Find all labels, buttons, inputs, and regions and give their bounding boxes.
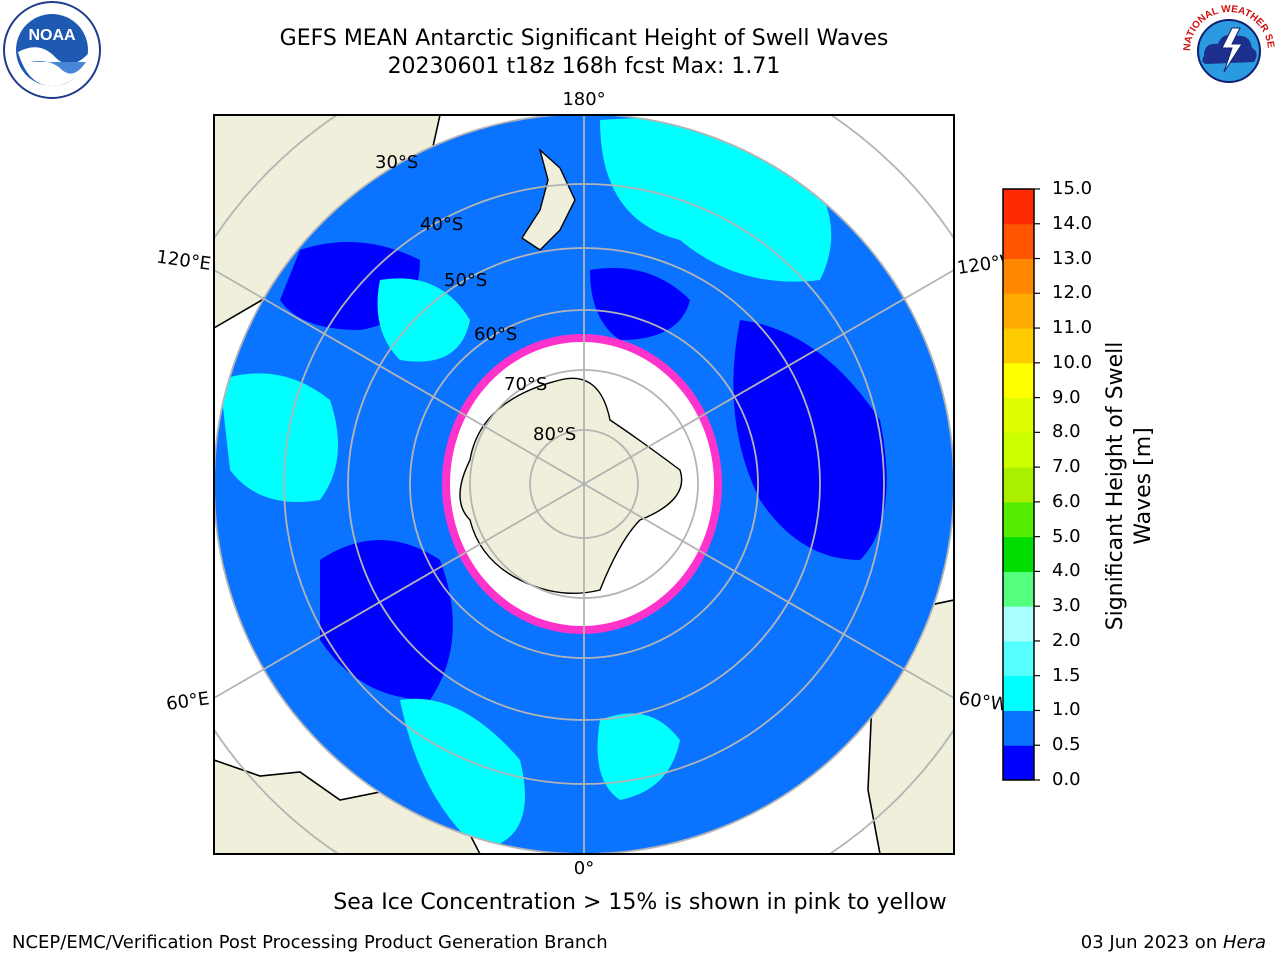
lat-label: 80°S (533, 424, 576, 445)
colorbar-segment (1003, 536, 1034, 572)
colorbar-tick-label: 2.0 (1052, 629, 1081, 651)
wave-patch-high (400, 698, 525, 850)
colorbar-segment (1003, 258, 1034, 294)
colorbar-tick-label: 0.5 (1052, 734, 1081, 756)
colorbar-segment (1003, 328, 1034, 364)
colorbar-segment (1003, 467, 1034, 503)
colorbar-segment (1003, 710, 1034, 746)
lon-label: 120°E (155, 247, 212, 275)
wave-patch-high (597, 713, 680, 800)
colorbar-segment (1003, 501, 1034, 538)
chart-subtitle: 20230601 t18z 168h fcst Max: 1.71 (387, 54, 781, 79)
colorbar-tick-label: 15.0 (1052, 178, 1093, 199)
chart-title: GEFS MEAN Antarctic Significant Height o… (279, 26, 889, 51)
colorbar-segment (1003, 293, 1034, 329)
colorbar-segment (1003, 432, 1034, 468)
wave-patch-high (377, 278, 470, 362)
colorbar-segment (1003, 606, 1034, 642)
footer-date-text: 03 Jun 2023 on (1080, 932, 1223, 953)
wave-patch-low (733, 320, 887, 560)
colorbar-tick-label: 9.0 (1052, 386, 1081, 408)
wave-patch-high (220, 373, 338, 502)
lat-label: 40°S (420, 214, 463, 235)
sea-ice-note: Sea Ice Concentration > 15% is shown in … (333, 890, 947, 915)
colorbar-segment (1003, 362, 1034, 399)
wave-patch-low (590, 268, 690, 340)
noaa-logo: NOAA (3, 1, 101, 99)
colorbar-tick-label: 12.0 (1052, 282, 1093, 304)
colorbar-segment (1003, 223, 1034, 260)
colorbar-frame (1002, 188, 1035, 781)
lon-label: 60°E (165, 688, 211, 715)
lat-label: 30°S (375, 152, 418, 173)
colorbar-tick-label: 14.0 (1052, 212, 1093, 234)
lat-label: 70°S (504, 374, 547, 395)
colorbar-tick-label: 8.0 (1052, 421, 1081, 443)
colorbar-tick-label: 13.0 (1052, 247, 1093, 269)
colorbar-segment (1003, 745, 1034, 781)
land-antarctica (459, 377, 683, 594)
colorbar-segment (1003, 640, 1034, 677)
lon-label: 180° (562, 89, 605, 110)
colorbar-tick-label: 5.0 (1052, 525, 1081, 547)
footer-date: 03 Jun 2023 on Hera (1081, 932, 1266, 953)
lon-label: 60°W (957, 688, 1009, 716)
colorbar-tick-label: 4.0 (1052, 560, 1081, 582)
colorbar-segment (1003, 571, 1034, 607)
footer-host: Hera (1222, 932, 1266, 953)
colorbar-tick-label: 6.0 (1052, 490, 1081, 512)
colorbar-tick-label: 1.5 (1052, 664, 1081, 686)
colorbar-tick-label: 0.0 (1052, 769, 1081, 790)
nws-logo: NATIONAL WEATHER SERVICE (1178, 0, 1277, 99)
colorbar-segment (1003, 675, 1034, 711)
map-frame (213, 114, 955, 855)
colorbar-tick-label: 10.0 (1052, 351, 1093, 373)
colorbar-segment (1003, 189, 1034, 225)
colorbar-tick-label: 1.0 (1052, 699, 1081, 721)
graticule (214, 115, 954, 854)
colorbar-segment (1003, 397, 1034, 433)
colorbar-label: Significant Height of Swell Waves [m] (1103, 341, 1156, 631)
noaa-logo-text: NOAA (28, 27, 76, 44)
colorbar-tick-label: 3.0 (1052, 595, 1081, 617)
lat-label: 50°S (444, 270, 487, 291)
land-new-zealand (521, 147, 576, 251)
colorbar (1003, 188, 1040, 781)
lon-label: 0° (574, 858, 594, 879)
colorbar-tick-label: 7.0 (1052, 456, 1081, 478)
lat-label: 60°S (474, 324, 517, 345)
colorbar-tick-label: 11.0 (1052, 317, 1093, 339)
footer-credit: NCEP/EMC/Verification Post Processing Pr… (12, 932, 608, 953)
map-area: 30°S 40°S 50°S 60°S 70°S 80°S (214, 115, 954, 854)
